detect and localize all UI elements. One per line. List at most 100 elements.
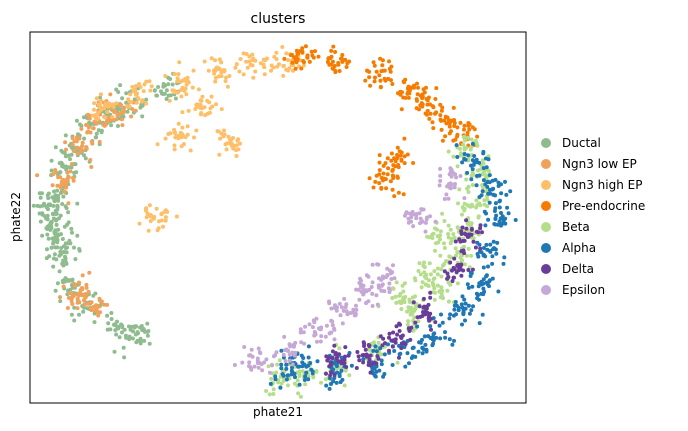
scatter-point: [396, 190, 401, 195]
scatter-point: [240, 360, 245, 365]
scatter-point: [223, 79, 228, 84]
scatter-point: [304, 370, 309, 375]
scatter-point: [508, 189, 513, 194]
scatter-point: [459, 232, 464, 236]
scatter-point: [354, 303, 358, 308]
scatter-point: [394, 300, 399, 305]
scatter-point: [270, 363, 275, 368]
scatter-point: [91, 304, 96, 309]
scatter-point: [393, 159, 398, 164]
scatter-point: [466, 153, 471, 158]
scatter-point: [423, 342, 428, 347]
scatter-point: [327, 364, 332, 369]
legend-label: Delta: [562, 262, 594, 276]
scatter-point: [217, 67, 222, 72]
scatter-point: [329, 306, 334, 311]
scatter-point: [315, 339, 319, 344]
scatter-point: [503, 179, 507, 184]
scatter-point: [434, 241, 438, 246]
scatter-point: [340, 53, 345, 57]
scatter-point: [377, 368, 382, 373]
scatter-point: [471, 304, 475, 309]
scatter-point: [400, 283, 405, 288]
series-delta: [324, 218, 484, 378]
scatter-point: [466, 285, 471, 290]
scatter-point: [376, 356, 381, 361]
scatter-point: [338, 313, 343, 318]
scatter-point: [343, 368, 348, 373]
scatter-point: [221, 134, 226, 139]
scatter-point: [70, 142, 75, 147]
scatter-point: [487, 279, 492, 284]
scatter-point: [233, 65, 238, 70]
scatter-point: [374, 361, 379, 366]
scatter-point: [107, 118, 112, 123]
scatter-point: [443, 134, 448, 139]
scatter-point: [440, 211, 445, 216]
scatter-point: [179, 144, 184, 149]
scatter-point: [427, 235, 432, 240]
scatter-point: [63, 182, 67, 187]
scatter-point: [176, 72, 181, 77]
scatter-point: [155, 142, 160, 147]
scatter-point: [447, 316, 452, 321]
scatter-point: [381, 178, 385, 183]
scatter-point: [190, 85, 195, 90]
scatter-point: [448, 181, 453, 186]
scatter-point: [377, 153, 382, 158]
scatter-point: [237, 69, 242, 74]
scatter-point: [470, 284, 475, 289]
scatter-point: [91, 293, 96, 298]
scatter-point: [173, 96, 178, 101]
scatter-point: [35, 173, 40, 178]
scatter-point: [367, 176, 372, 181]
scatter-point: [84, 285, 89, 290]
scatter-point: [148, 88, 153, 93]
scatter-point: [324, 323, 329, 328]
scatter-point: [470, 267, 475, 272]
scatter-point: [225, 84, 230, 89]
scatter-point: [271, 387, 276, 392]
scatter-point: [176, 121, 181, 126]
scatter-point: [87, 113, 92, 118]
scatter-point: [397, 321, 402, 326]
scatter-point: [395, 332, 400, 337]
scatter-point: [79, 149, 83, 154]
scatter-point: [394, 324, 399, 329]
scatter-point: [406, 319, 411, 324]
scatter-point: [172, 147, 177, 152]
scatter-point: [363, 78, 368, 83]
scatter-point: [117, 107, 122, 112]
scatter-point: [496, 180, 501, 185]
scatter-point: [388, 179, 393, 184]
scatter-point: [248, 353, 253, 358]
scatter-point: [455, 125, 460, 130]
scatter-point: [401, 289, 406, 294]
scatter-point: [131, 329, 136, 334]
scatter-point: [428, 111, 433, 116]
scatter-point: [234, 62, 239, 67]
scatter-point: [299, 340, 304, 345]
scatter-point: [420, 104, 425, 109]
scatter-point: [470, 158, 475, 163]
scatter-point: [52, 198, 57, 203]
scatter-point: [217, 152, 222, 157]
scatter-point: [387, 288, 392, 293]
scatter-point: [444, 192, 449, 197]
scatter-point: [332, 376, 337, 381]
scatter-point: [336, 359, 341, 364]
scatter-point: [370, 304, 375, 308]
scatter-point: [461, 311, 466, 316]
scatter-point: [86, 289, 91, 294]
scatter-point: [462, 238, 467, 243]
scatter-point: [451, 105, 456, 110]
scatter-point: [487, 249, 492, 253]
scatter-point: [405, 309, 410, 314]
scatter-point: [409, 219, 414, 224]
scatter-point: [222, 68, 227, 73]
scatter-point: [75, 233, 80, 238]
scatter-point: [424, 85, 428, 90]
scatter-point: [389, 158, 394, 163]
scatter-point: [299, 353, 304, 358]
scatter-point: [132, 97, 137, 102]
